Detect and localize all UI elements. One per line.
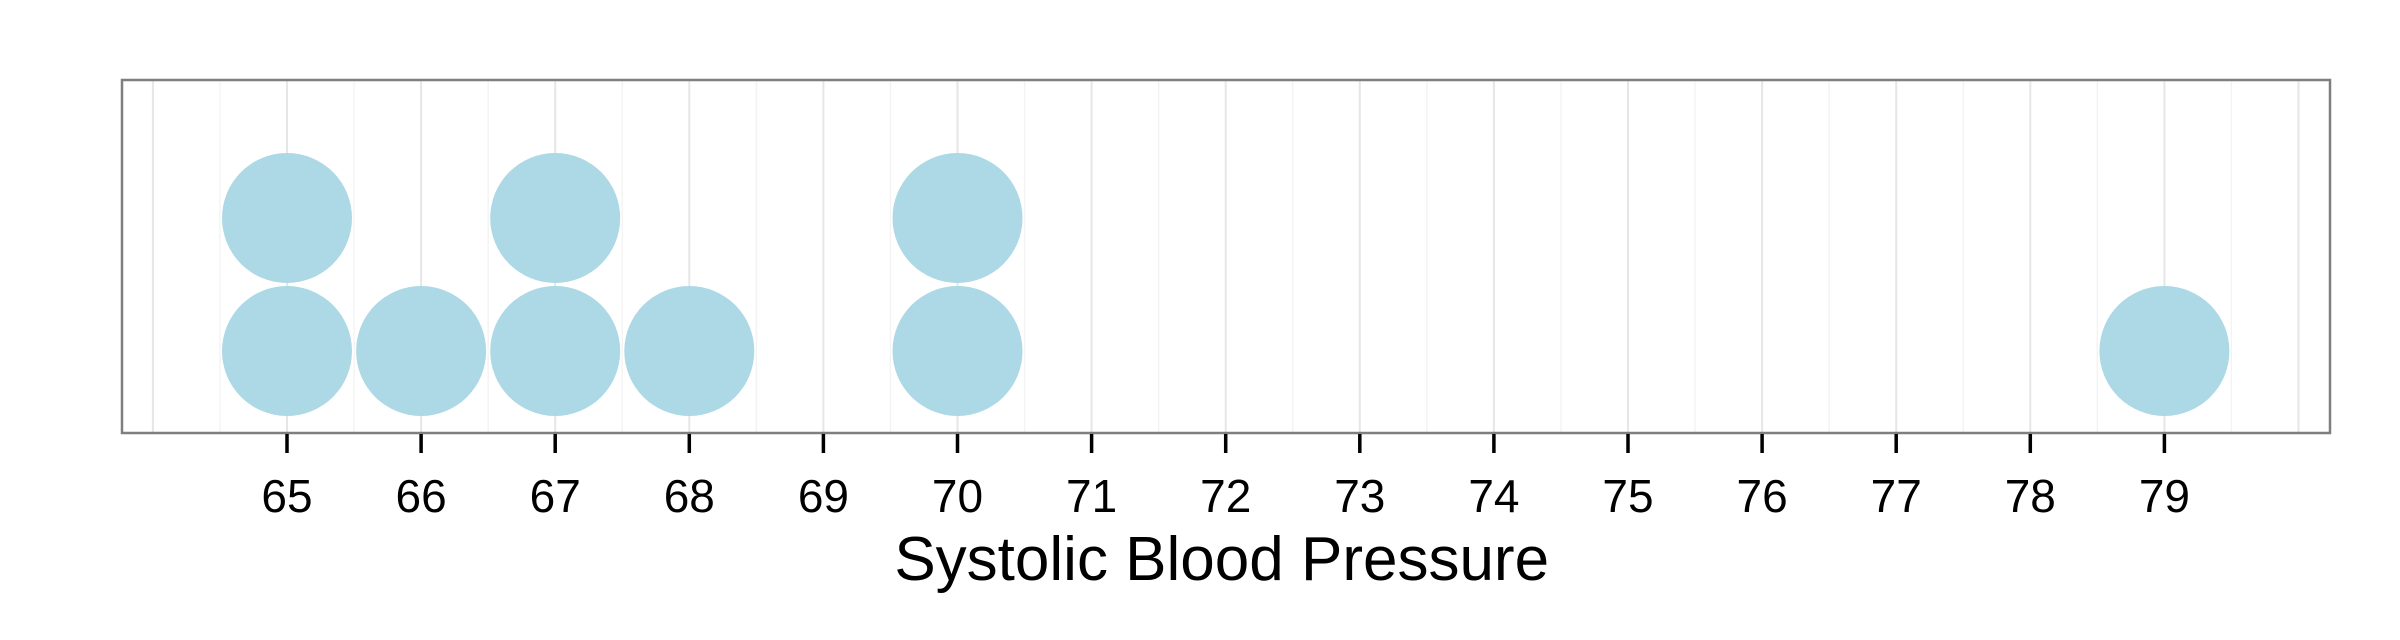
x-axis: 65 66 67 68 69 70 71 72 73 74 75 76 77 78 79 [261,434,2190,522]
data-dot [356,286,487,416]
x-tick-label: 66 [396,470,447,522]
x-tick-label: 77 [1871,470,1922,522]
data-dot [2099,286,2230,416]
x-axis-title: Systolic Blood Pressure [894,525,1549,594]
x-tick-label: 71 [1066,470,1117,522]
x-tick-label: 75 [1602,470,1653,522]
x-tick-label: 76 [1737,470,1788,522]
dot-layer [222,153,2230,416]
data-dot [222,286,352,416]
data-dot [892,153,1023,283]
x-tick-label: 68 [664,470,715,522]
grid-lines [151,80,2300,433]
data-dot [490,286,621,416]
data-dot [222,153,352,283]
data-dot [490,153,621,283]
x-tick-label: 65 [261,470,312,522]
data-dot [892,286,1023,416]
x-tick-label: 79 [2139,470,2190,522]
x-tick-label: 69 [798,470,849,522]
x-tick-label: 72 [1200,470,1251,522]
data-dot [624,286,755,416]
x-tick-label: 70 [932,470,983,522]
panel-border [120,78,2332,435]
x-tick-label: 78 [2005,470,2056,522]
x-tick-label: 73 [1334,470,1385,522]
x-tick-label: 67 [530,470,581,522]
x-tick-label: 74 [1468,470,1519,522]
